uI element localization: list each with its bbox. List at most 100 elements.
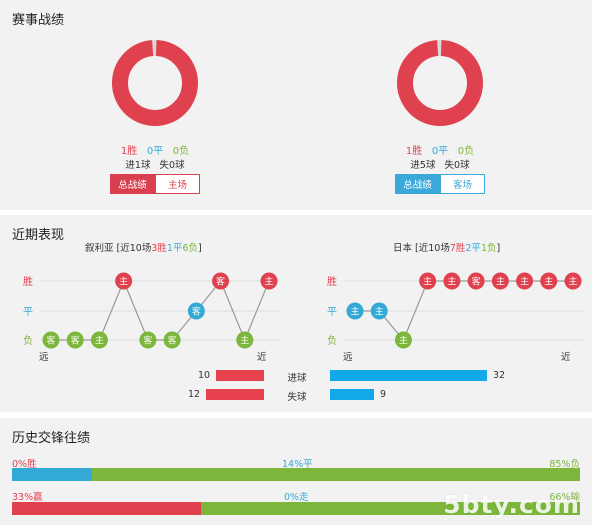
head-to-head-title: 历史交锋往绩 (12, 431, 91, 446)
left-result-point (42, 331, 60, 349)
left-result-point (212, 272, 230, 290)
right-goals-for: 进5球 (410, 160, 436, 171)
right-venue-label: 主 (447, 276, 456, 288)
left-team-name: 叙利亚 (85, 243, 114, 254)
h2h-result-bar (12, 468, 580, 481)
left-record-donut (112, 40, 198, 126)
h2h-handicap-win-pct: 33%赢 (12, 492, 43, 503)
summary-prefix: [近10场 (415, 243, 450, 254)
summary-suffix: ] (197, 243, 202, 254)
h2h-draw-segment (12, 468, 93, 481)
right-axis-loss-label: 负 (327, 334, 337, 347)
left-venue-label: 客 (46, 335, 55, 347)
left-venue-label: 客 (143, 335, 152, 347)
left-goals-against: 失0球 (159, 160, 185, 171)
goals-scored-label: 进球 (287, 373, 307, 384)
right-axis-win-label: 胜 (327, 276, 337, 288)
h2h-loss-segment (92, 468, 580, 481)
right-draws: 0平 (431, 146, 449, 157)
h2h-win-pct: 0%胜 (12, 459, 37, 470)
right-result-point (370, 302, 388, 320)
left-goals-scored-bar (216, 370, 264, 381)
right-result-point (564, 272, 582, 290)
right-result-point (346, 302, 364, 320)
right-venue-label: 主 (520, 276, 529, 288)
right-form-line (355, 280, 573, 342)
left-venue-label: 客 (192, 306, 201, 318)
right-near-label: 近 (561, 351, 571, 363)
left-venue-label: 主 (95, 335, 104, 347)
left-draws: 0平 (146, 146, 164, 157)
recent-form-section: 近期表现 叙利亚 [近10场3胜1平6负] 日本 [近10场7胜2平1负] 胜平… (0, 215, 592, 412)
left-result-point (139, 331, 157, 349)
right-venue-label: 主 (423, 276, 432, 288)
tab-total-record[interactable]: 总战绩 (395, 174, 440, 194)
left-axis-loss-label: 负 (23, 334, 33, 347)
left-losses: 0负 (172, 146, 190, 157)
left-venue-label: 客 (216, 276, 225, 288)
right-team-record: 1胜 0平 0负 进5球 失0球 总战绩 客场 (340, 0, 540, 210)
left-goals-for: 进1球 (125, 160, 151, 171)
right-result-point (467, 272, 485, 290)
left-recent-wins: 3胜 (151, 243, 167, 254)
right-result-point (419, 272, 437, 290)
left-goals-conceded-bar (206, 389, 264, 400)
left-result-point (260, 272, 278, 290)
right-recent-draws: 2平 (465, 243, 481, 254)
left-record-tabs: 总战绩 主场 (110, 174, 200, 194)
left-result-point (90, 331, 108, 349)
watermark: 5bty.com (443, 490, 580, 519)
left-result-point (115, 272, 133, 290)
h2h-handicap-win-segment (12, 502, 202, 515)
match-record-section: 赛事战绩 1胜 0平 0负 进1球 失0球 总战绩 主场 1胜 0平 0 (0, 0, 592, 210)
h2h-handicap-push-pct: 0%走 (284, 492, 309, 503)
right-goals-conceded: 9 (380, 389, 387, 400)
right-result-point (394, 331, 412, 349)
right-venue-label: 主 (568, 276, 577, 288)
h2h-handicap-loss-pct: 66%输 (549, 492, 580, 503)
left-wld: 1胜 0平 0负 (55, 142, 255, 157)
right-losses: 0负 (457, 146, 475, 157)
left-team-summary: 叙利亚 [近10场3胜1平6负] (85, 240, 202, 254)
left-recent-losses: 6负 (182, 243, 198, 254)
right-venue-label: 主 (399, 335, 408, 347)
h2h-handicap-bar (12, 502, 580, 515)
right-recent-wins: 7胜 (449, 243, 466, 254)
right-result-point (540, 272, 558, 290)
left-venue-label: 客 (168, 335, 177, 347)
left-form-line (51, 279, 270, 342)
tab-total-record[interactable]: 总战绩 (110, 174, 155, 194)
right-goals-against: 失0球 (444, 160, 470, 171)
right-venue-label: 主 (496, 276, 505, 288)
right-team-name: 日本 (393, 243, 413, 254)
match-record-title: 赛事战绩 (12, 13, 65, 28)
right-venue-label: 主 (350, 306, 359, 318)
left-goals-conceded: 12 (188, 389, 201, 400)
summary-suffix: ] (496, 243, 501, 254)
right-venue-label: 主 (544, 276, 553, 288)
goals-conceded-label: 失球 (287, 392, 307, 403)
donut-win-arc (397, 40, 483, 126)
right-wld: 1胜 0平 0负 (340, 142, 540, 157)
summary-prefix: [近10场 (116, 243, 152, 254)
left-result-point (163, 331, 181, 349)
right-far-label: 远 (343, 352, 353, 363)
left-result-point (187, 302, 205, 320)
right-recent-losses: 1负 (480, 243, 497, 254)
left-venue-label: 客 (71, 335, 80, 347)
right-goals: 进5球 失0球 (340, 157, 540, 171)
h2h-draw-pct: 14%平 (282, 459, 313, 470)
left-near-label: 近 (257, 351, 267, 363)
left-result-point (236, 331, 254, 349)
right-wins: 1胜 (405, 146, 423, 157)
right-record-tabs: 总战绩 客场 (395, 174, 485, 194)
h2h-handicap-loss-segment (201, 502, 580, 515)
left-axis-win-label: 胜 (23, 276, 33, 288)
right-team-summary: 日本 [近10场7胜2平1负] (393, 240, 500, 254)
right-result-point (516, 272, 534, 290)
tab-home[interactable]: 主场 (155, 174, 200, 194)
right-record-donut (397, 40, 483, 126)
tab-away[interactable]: 客场 (440, 174, 485, 194)
left-venue-label: 主 (119, 276, 128, 288)
right-goals-scored: 32 (493, 370, 506, 381)
